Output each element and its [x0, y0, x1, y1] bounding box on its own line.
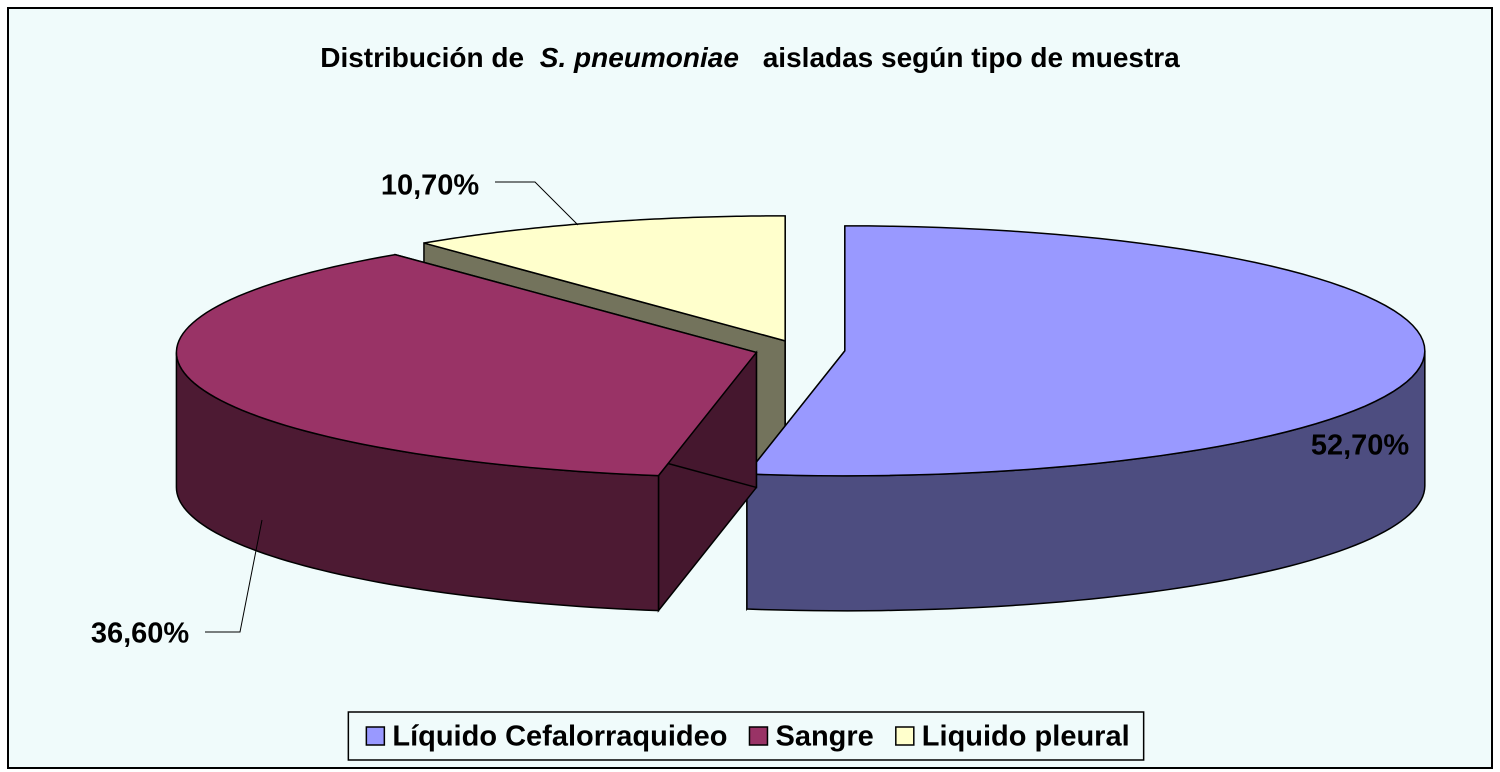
- slice: [745, 225, 1426, 612]
- slice: [175, 253, 758, 613]
- data-label: 10,70%: [381, 170, 480, 202]
- title-part: aisladas según tipo de muestra: [763, 42, 1180, 73]
- legend-label: Líquido Cefalorraquideo: [392, 721, 727, 753]
- title-part: S. pneumoniae: [540, 42, 739, 73]
- leader-line: [495, 181, 579, 226]
- legend: Líquido Cefalorraquideo Sangre Liquido ple…: [347, 711, 1145, 761]
- leader-line: [205, 519, 263, 633]
- legend-label: Liquido pleural: [922, 721, 1130, 753]
- data-label: 52,70%: [1311, 430, 1410, 462]
- title-part: Distribución de: [320, 42, 524, 73]
- chart-title: Distribución de S. pneumoniae aisladas s…: [320, 42, 1180, 73]
- legend-swatch: [365, 726, 386, 746]
- legend-label: Sangre: [775, 721, 873, 753]
- slice-top: [745, 225, 1426, 477]
- legend-box: [347, 711, 1145, 761]
- slice-top: [423, 215, 786, 342]
- data-label: 36,60%: [91, 618, 190, 650]
- legend-swatch: [748, 726, 769, 746]
- legend-swatch: [895, 726, 915, 746]
- slice-top: [175, 253, 758, 477]
